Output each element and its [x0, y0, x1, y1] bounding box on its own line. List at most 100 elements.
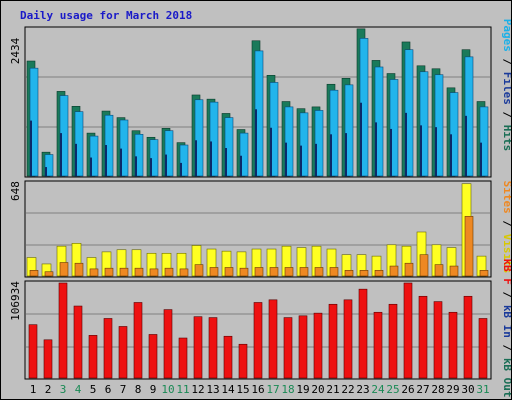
sites-bar-27	[419, 254, 429, 277]
pages-bar-29	[450, 134, 452, 176]
kbytes-bar-30	[463, 295, 473, 379]
pages-bar-5	[90, 157, 92, 176]
kbytes-bar-3	[58, 282, 68, 379]
sites-bar-24	[374, 270, 384, 277]
files-bar-12	[194, 99, 204, 177]
day-label-1: 1	[30, 383, 37, 396]
visits-max-label: 648	[9, 181, 22, 201]
kbytes-legend: kB F / kB In / kB Out	[501, 258, 511, 397]
sites-bar-2	[44, 271, 54, 277]
files-bar-14	[224, 117, 234, 177]
pages-bar-15	[240, 155, 242, 176]
pages-bar-11	[180, 162, 182, 176]
kbytes-bar-10	[163, 309, 173, 379]
day-label-2: 2	[45, 383, 52, 396]
pages-bar-1	[30, 120, 32, 176]
day-label-29: 29	[446, 383, 459, 396]
sites-bar-4	[74, 262, 84, 277]
sites-bar-3	[59, 262, 69, 277]
legend-pages: Pages	[501, 19, 511, 52]
day-label-11: 11	[176, 383, 189, 396]
day-label-9: 9	[150, 383, 157, 396]
legend-sep-3: /	[501, 214, 511, 234]
kbytes-bar-6	[103, 318, 113, 379]
pages-bar-10	[165, 154, 167, 176]
files-bar-20	[314, 110, 324, 177]
kbytes-bar-31	[478, 318, 488, 379]
kbytes-bar-2	[43, 339, 53, 379]
pages-bar-16	[255, 109, 257, 176]
kbytes-bar-4	[73, 305, 83, 379]
files-bar-15	[239, 132, 249, 177]
day-label-19: 19	[296, 383, 309, 396]
files-bar-27	[419, 71, 429, 177]
legend-sites: Sites	[501, 181, 511, 214]
files-bar-10	[164, 130, 174, 177]
kbytes-bar-13	[208, 317, 218, 379]
day-label-26: 26	[401, 383, 414, 396]
day-label-15: 15	[236, 383, 249, 396]
sites-bar-19	[299, 267, 309, 277]
kbytes-bar-18	[283, 317, 293, 379]
day-label-13: 13	[206, 383, 219, 396]
sites-bar-13	[209, 267, 219, 277]
sites-bar-8	[134, 267, 144, 277]
pages-bar-17	[270, 127, 272, 176]
day-label-24: 24	[371, 383, 385, 396]
day-label-3: 3	[60, 383, 67, 396]
sites-bar-23	[359, 270, 369, 277]
sites-bar-21	[329, 267, 339, 277]
kbytes-max-label: 106934	[9, 281, 22, 321]
day-label-25: 25	[386, 383, 399, 396]
chart-title: Daily usage for March 2018	[20, 9, 193, 22]
kbytes-bar-20	[313, 312, 323, 379]
legend-kbout: kB Out	[501, 358, 511, 398]
files-bar-11	[179, 144, 189, 177]
pages-bar-27	[420, 125, 422, 176]
sites-bar-14	[224, 267, 234, 277]
kbytes-bar-19	[298, 315, 308, 379]
kbytes-bar-16	[253, 302, 263, 379]
kbytes-bar-11	[178, 337, 188, 379]
day-label-20: 20	[311, 383, 324, 396]
pages-bar-14	[225, 148, 227, 176]
kbytes-bar-27	[418, 295, 428, 379]
pages-bar-7	[120, 148, 122, 176]
files-bar-7	[119, 119, 129, 177]
day-label-17: 17	[266, 383, 279, 396]
legend-files: Files	[501, 72, 511, 105]
pages-bar-19	[300, 145, 302, 176]
kbytes-bar-1	[28, 324, 38, 379]
day-label-23: 23	[356, 383, 369, 396]
sites-bar-17	[269, 267, 279, 277]
kbytes-bar-9	[148, 334, 158, 379]
files-bar-19	[299, 112, 309, 177]
files-bar-31	[479, 106, 489, 177]
day-label-8: 8	[135, 383, 142, 396]
day-label-18: 18	[281, 383, 294, 396]
kbytes-bar-5	[88, 335, 98, 379]
sites-bar-18	[284, 267, 294, 277]
sites-bar-1	[29, 270, 39, 277]
legend-visits: Visits	[501, 234, 511, 274]
pages-bar-13	[210, 141, 212, 176]
pages-bar-8	[135, 156, 137, 176]
sites-bar-12	[194, 264, 204, 277]
files-bar-22	[344, 84, 354, 177]
pages-bar-22	[345, 133, 347, 176]
pages-bar-9	[150, 158, 152, 176]
kbytes-bar-21	[328, 303, 338, 379]
legend-sep-2: /	[501, 105, 511, 125]
sites-bar-26	[404, 262, 414, 277]
kbytes-bar-15	[238, 343, 248, 379]
sites-bar-7	[119, 267, 129, 277]
legend-kbin: kB In	[501, 305, 511, 338]
pages-bar-25	[390, 128, 392, 176]
kbytes-bar-23	[358, 288, 368, 379]
files-bar-28	[434, 74, 444, 177]
pages-bar-6	[105, 145, 107, 176]
day-label-16: 16	[251, 383, 264, 396]
sites-bar-11	[179, 268, 189, 277]
